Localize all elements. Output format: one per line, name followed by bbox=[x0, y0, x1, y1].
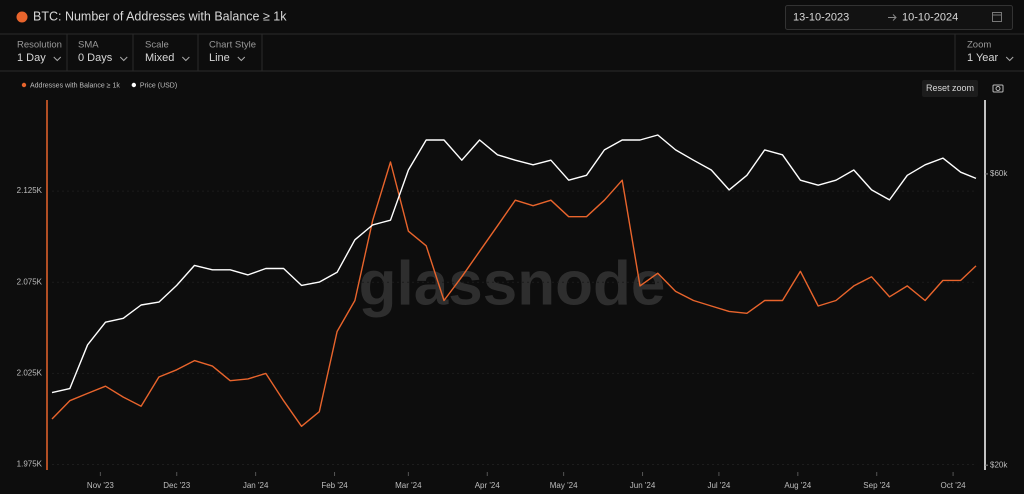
y-tick-label: 2.025K bbox=[17, 369, 43, 378]
x-tick-label: Apr '24 bbox=[475, 481, 501, 490]
control-label: SMA bbox=[78, 40, 99, 51]
x-tick-label: May '24 bbox=[550, 481, 578, 490]
dropdown-chevron[interactable] bbox=[1005, 56, 1014, 62]
series-line bbox=[51, 161, 977, 427]
calendar-icon[interactable] bbox=[992, 12, 1002, 22]
x-tick-label: Oct '24 bbox=[941, 481, 967, 490]
y2-tick-label: $60k bbox=[990, 169, 1008, 178]
series-line bbox=[51, 134, 977, 394]
y-tick-label: 2.125K bbox=[17, 186, 43, 195]
x-tick-label: Sep '24 bbox=[863, 481, 890, 490]
x-tick-label: Mar '24 bbox=[395, 481, 422, 490]
camera-icon[interactable] bbox=[992, 84, 1004, 93]
x-tick-label: Aug '24 bbox=[784, 481, 811, 490]
control-value[interactable]: Mixed bbox=[145, 52, 174, 64]
control-value[interactable]: 0 Days bbox=[78, 52, 113, 64]
dropdown-chevron[interactable] bbox=[119, 56, 128, 62]
control-label: Resolution bbox=[17, 40, 62, 51]
legend-label: Price (USD) bbox=[140, 82, 177, 89]
y-tick-label: 2.075K bbox=[17, 277, 43, 286]
legend-marker bbox=[21, 82, 27, 88]
x-tick-label: Dec '23 bbox=[163, 481, 190, 490]
dropdown-chevron[interactable] bbox=[53, 56, 62, 62]
date-to[interactable]: 10-10-2024 bbox=[902, 11, 958, 23]
x-tick-label: Nov '23 bbox=[87, 481, 114, 490]
control-value[interactable]: 1 Year bbox=[967, 52, 999, 64]
control-label: Zoom bbox=[967, 40, 991, 51]
camera-lens bbox=[995, 86, 1001, 91]
dropdown-chevron[interactable] bbox=[181, 56, 190, 62]
legend-marker bbox=[131, 82, 137, 88]
y2-tick-label: $20k bbox=[990, 460, 1008, 469]
reset-zoom-button[interactable] bbox=[922, 80, 978, 97]
arrow-icon bbox=[888, 14, 897, 21]
x-tick-label: Jun '24 bbox=[630, 481, 656, 490]
reset-zoom-label[interactable]: Reset zoom bbox=[926, 83, 974, 93]
control-label: Scale bbox=[145, 40, 169, 51]
watermark: glassnode bbox=[359, 249, 666, 318]
date-range[interactable] bbox=[785, 5, 1013, 30]
legend-label: Addresses with Balance ≥ 1k bbox=[30, 82, 120, 89]
page-title: BTC: Number of Addresses with Balance ≥ … bbox=[33, 9, 287, 23]
control-value[interactable]: Line bbox=[209, 52, 230, 64]
x-tick-label: Feb '24 bbox=[321, 481, 348, 490]
control-label: Chart Style bbox=[209, 40, 256, 51]
asset-icon bbox=[16, 11, 28, 23]
x-tick-label: Jan '24 bbox=[243, 481, 269, 490]
x-tick-label: Jul '24 bbox=[707, 481, 730, 490]
dropdown-chevron[interactable] bbox=[237, 56, 246, 62]
control-value[interactable]: 1 Day bbox=[17, 52, 46, 64]
y-tick-label: 1.975K bbox=[17, 460, 43, 469]
date-from[interactable]: 13-10-2023 bbox=[793, 11, 849, 23]
